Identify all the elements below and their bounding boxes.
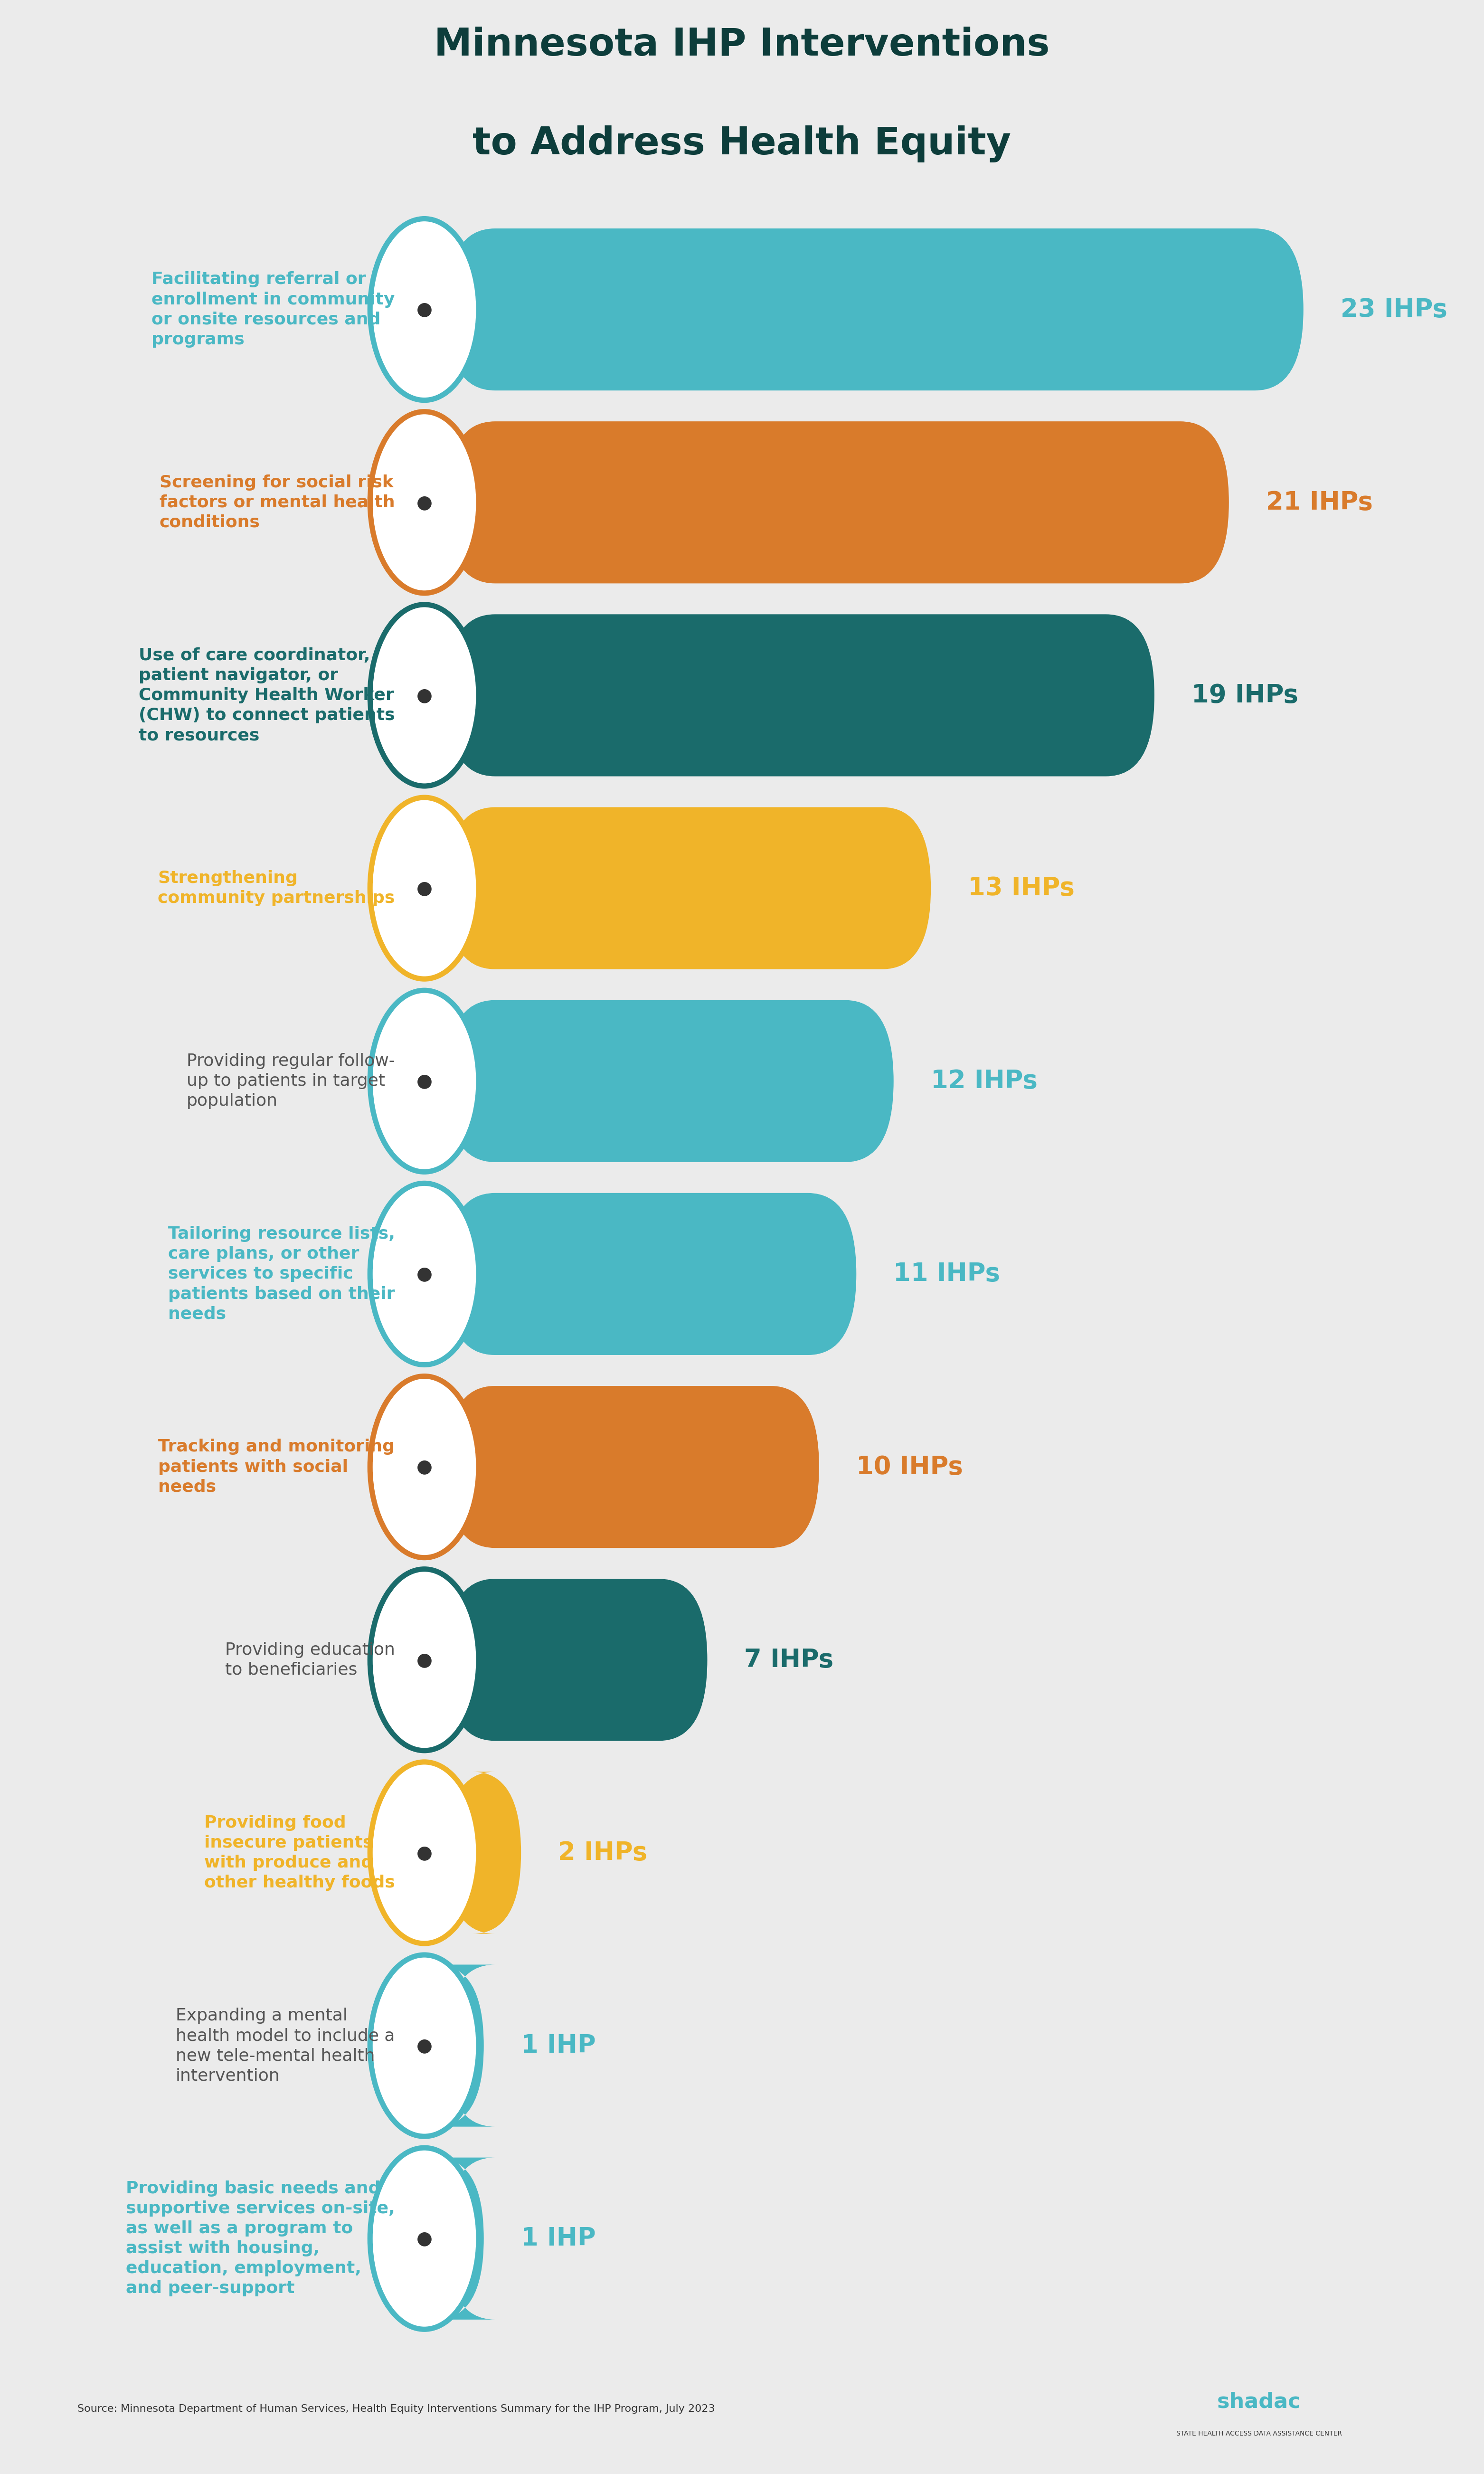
Text: 11 IHPs: 11 IHPs bbox=[893, 1262, 1000, 1286]
Circle shape bbox=[370, 990, 479, 1173]
Text: 23 IHPs: 23 IHPs bbox=[1340, 297, 1447, 322]
Circle shape bbox=[370, 1761, 479, 1945]
Text: ●: ● bbox=[417, 1071, 432, 1091]
FancyBboxPatch shape bbox=[447, 1578, 708, 1742]
Text: 10 IHPs: 10 IHPs bbox=[856, 1455, 963, 1479]
Text: Strengthening
community partnerships: Strengthening community partnerships bbox=[157, 871, 395, 905]
FancyBboxPatch shape bbox=[447, 807, 930, 970]
FancyBboxPatch shape bbox=[447, 228, 1303, 391]
Text: ●: ● bbox=[417, 1843, 432, 1863]
Circle shape bbox=[370, 604, 479, 787]
Text: Screening for social risk
factors or mental health
conditions: Screening for social risk factors or men… bbox=[159, 475, 395, 529]
Text: ●: ● bbox=[417, 1264, 432, 1284]
Text: Use of care coordinator,
patient navigator, or
Community Health Worker
(CHW) to : Use of care coordinator, patient navigat… bbox=[138, 648, 395, 742]
Text: 1 IHP: 1 IHP bbox=[521, 2034, 595, 2058]
FancyBboxPatch shape bbox=[447, 1192, 856, 1356]
Circle shape bbox=[370, 797, 479, 980]
Text: ●: ● bbox=[417, 685, 432, 705]
Circle shape bbox=[370, 1569, 479, 1752]
Circle shape bbox=[370, 2147, 479, 2331]
Circle shape bbox=[370, 1183, 479, 1366]
Text: Providing food
insecure patients
with produce and
other healthy foods: Providing food insecure patients with pr… bbox=[203, 1813, 395, 1890]
Text: ●: ● bbox=[417, 492, 432, 512]
Text: Source: Minnesota Department of Human Services, Health Equity Interventions Summ: Source: Minnesota Department of Human Se… bbox=[77, 2405, 715, 2415]
Circle shape bbox=[370, 218, 479, 401]
FancyBboxPatch shape bbox=[447, 421, 1229, 584]
Text: Providing regular follow-
up to patients in target
population: Providing regular follow- up to patients… bbox=[187, 1054, 395, 1108]
Text: 1 IHP: 1 IHP bbox=[521, 2227, 595, 2251]
Text: 2 IHPs: 2 IHPs bbox=[558, 1841, 647, 1865]
Text: Providing education
to beneficiaries: Providing education to beneficiaries bbox=[226, 1643, 395, 1677]
Text: STATE HEALTH ACCESS DATA ASSISTANCE CENTER: STATE HEALTH ACCESS DATA ASSISTANCE CENT… bbox=[1177, 2429, 1342, 2437]
Text: Minnesota IHP Interventions: Minnesota IHP Interventions bbox=[435, 27, 1049, 64]
Text: Tracking and monitoring
patients with social
needs: Tracking and monitoring patients with so… bbox=[159, 1440, 395, 1494]
Circle shape bbox=[370, 411, 479, 594]
Text: 12 IHPs: 12 IHPs bbox=[930, 1069, 1037, 1094]
Text: 19 IHPs: 19 IHPs bbox=[1192, 683, 1298, 708]
Circle shape bbox=[370, 1954, 479, 2138]
Circle shape bbox=[370, 1376, 479, 1559]
FancyBboxPatch shape bbox=[447, 1385, 819, 1549]
Text: to Address Health Equity: to Address Health Equity bbox=[473, 126, 1011, 163]
FancyBboxPatch shape bbox=[435, 1964, 496, 2128]
FancyBboxPatch shape bbox=[447, 999, 893, 1163]
Text: ●: ● bbox=[417, 1650, 432, 1670]
Text: ●: ● bbox=[417, 299, 432, 319]
FancyBboxPatch shape bbox=[435, 2157, 496, 2321]
Text: Facilitating referral or
enrollment in community
or onsite resources and
program: Facilitating referral or enrollment in c… bbox=[151, 272, 395, 346]
Text: shadac: shadac bbox=[1217, 2392, 1301, 2412]
Text: ●: ● bbox=[417, 1457, 432, 1477]
Text: Providing basic needs and
supportive services on-site,
as well as a program to
a: Providing basic needs and supportive ser… bbox=[126, 2180, 395, 2296]
Text: 13 IHPs: 13 IHPs bbox=[968, 876, 1074, 901]
FancyBboxPatch shape bbox=[447, 614, 1155, 777]
Text: ●: ● bbox=[417, 2036, 432, 2056]
Text: 21 IHPs: 21 IHPs bbox=[1266, 490, 1373, 515]
Text: Tailoring resource lists,
care plans, or other
services to specific
patients bas: Tailoring resource lists, care plans, or… bbox=[168, 1227, 395, 1321]
Text: Expanding a mental
health model to include a
new tele-mental health
intervention: Expanding a mental health model to inclu… bbox=[175, 2006, 395, 2083]
Text: ●: ● bbox=[417, 878, 432, 898]
FancyBboxPatch shape bbox=[447, 1771, 521, 1935]
Text: 7 IHPs: 7 IHPs bbox=[745, 1648, 834, 1672]
Text: ●: ● bbox=[417, 2229, 432, 2246]
